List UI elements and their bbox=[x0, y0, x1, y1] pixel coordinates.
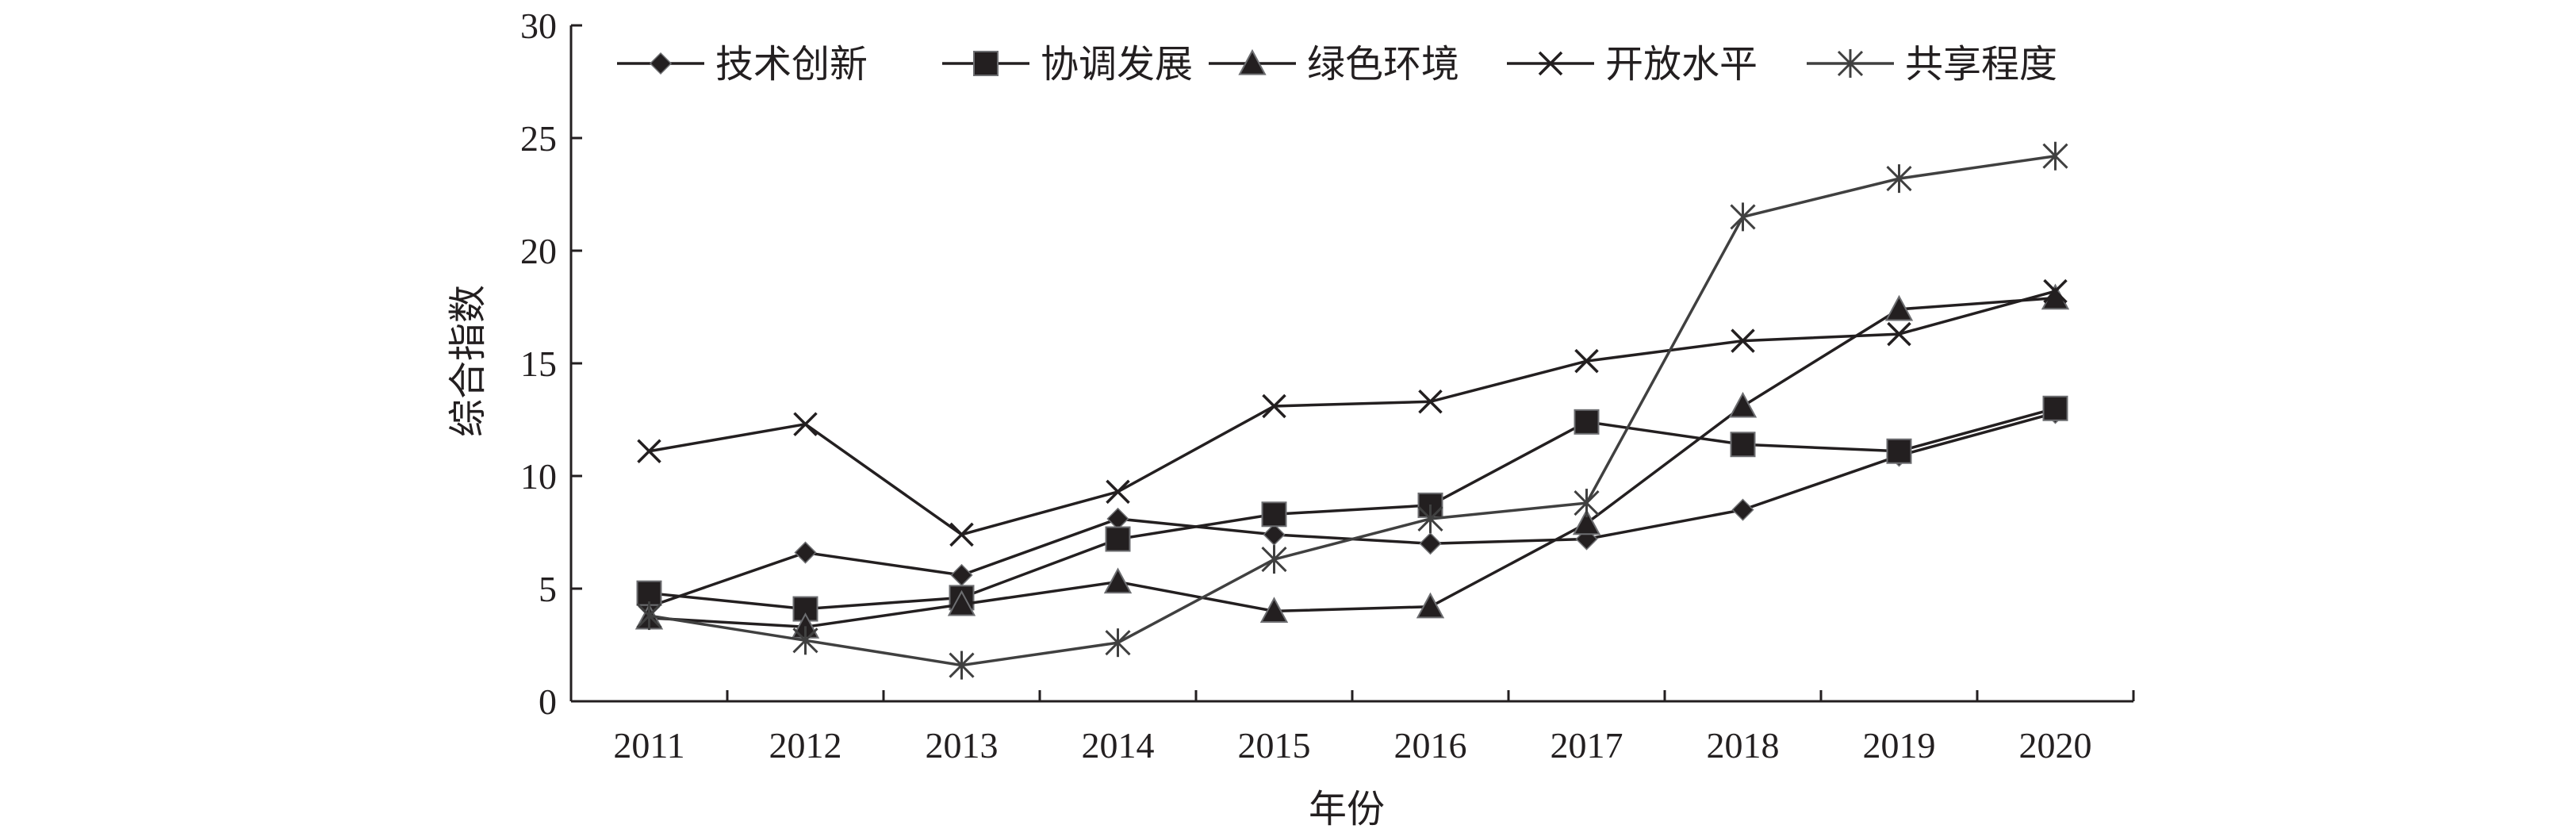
data-point bbox=[1105, 526, 1131, 552]
y-tick-label: 5 bbox=[539, 569, 557, 609]
data-point bbox=[636, 580, 662, 606]
series-line bbox=[649, 154, 2056, 667]
legend-label: 技术创新 bbox=[715, 42, 868, 86]
data-point bbox=[1728, 391, 1758, 418]
data-point bbox=[1262, 393, 1286, 419]
data-point bbox=[1419, 532, 1442, 555]
series-3 bbox=[634, 283, 2070, 639]
legend-item: 协调发展 bbox=[942, 42, 1193, 86]
data-point bbox=[1105, 628, 1131, 658]
x-tick-label: 2013 bbox=[926, 725, 999, 766]
x-tick-label: 2012 bbox=[769, 725, 842, 766]
series-line bbox=[649, 296, 2056, 629]
legend-item: 技术创新 bbox=[617, 42, 868, 86]
legend-marker bbox=[1538, 51, 1563, 76]
data-point bbox=[1884, 294, 1914, 321]
x-tick-label: 2018 bbox=[1707, 725, 1780, 766]
data-point bbox=[1418, 390, 1443, 414]
data-point bbox=[2043, 278, 2068, 304]
legend-marker bbox=[649, 52, 673, 75]
legend-item: 开放水平 bbox=[1507, 42, 1758, 86]
data-point bbox=[950, 563, 973, 587]
legend: 技术创新 协调发展 绿色环境 开放水平 共享程度 bbox=[617, 42, 2057, 86]
series-layer bbox=[634, 141, 2070, 680]
series-4 bbox=[637, 278, 2068, 547]
x-tick-label: 2014 bbox=[1082, 725, 1155, 766]
data-point bbox=[1574, 489, 1600, 518]
legend-marker bbox=[1837, 49, 1864, 78]
legend-marker bbox=[1238, 48, 1267, 75]
legend-label: 绿色环境 bbox=[1307, 42, 1459, 86]
legend-item: 绿色环境 bbox=[1209, 42, 1459, 86]
data-point bbox=[793, 412, 818, 436]
data-point bbox=[1259, 597, 1289, 623]
data-point bbox=[1731, 498, 1754, 521]
legend-marker bbox=[973, 51, 999, 76]
data-point bbox=[1417, 504, 1443, 533]
data-point bbox=[947, 589, 976, 616]
x-tick-label: 2020 bbox=[2019, 725, 2092, 766]
data-point bbox=[2042, 141, 2068, 171]
data-point bbox=[1574, 409, 1600, 435]
data-point bbox=[949, 522, 974, 547]
data-point bbox=[1574, 348, 1599, 374]
y-tick-label: 0 bbox=[539, 681, 557, 722]
data-point bbox=[1731, 328, 1755, 353]
data-point bbox=[1261, 545, 1287, 574]
x-tick-label: 2016 bbox=[1394, 725, 1467, 766]
x-tick-label: 2011 bbox=[613, 725, 684, 766]
data-point bbox=[1103, 567, 1133, 594]
data-point bbox=[1572, 509, 1601, 535]
data-point bbox=[1886, 438, 1912, 464]
series-2 bbox=[636, 395, 2068, 622]
x-axis-title: 年份 bbox=[1309, 787, 1385, 829]
series-line bbox=[649, 407, 2056, 611]
data-point bbox=[1730, 432, 1756, 458]
data-point bbox=[2042, 395, 2068, 421]
series-line bbox=[649, 290, 2056, 536]
data-point bbox=[636, 601, 662, 631]
y-tick-label: 15 bbox=[520, 343, 557, 384]
legend-label: 协调发展 bbox=[1041, 42, 1193, 86]
data-point bbox=[1887, 321, 1911, 347]
data-point bbox=[1416, 592, 1445, 619]
legend-label: 共享程度 bbox=[1905, 42, 2057, 86]
data-point bbox=[1886, 164, 1912, 194]
data-point bbox=[1106, 507, 1129, 531]
x-tick-label: 2015 bbox=[1238, 725, 1311, 766]
y-tick-label: 20 bbox=[520, 231, 557, 271]
legend-label: 开放水平 bbox=[1605, 42, 1758, 86]
y-tick-label: 25 bbox=[520, 118, 557, 159]
series-5 bbox=[636, 141, 2068, 680]
data-point bbox=[637, 439, 661, 463]
data-point bbox=[1730, 202, 1756, 232]
data-point bbox=[792, 626, 818, 655]
y-axis-title: 综合指数 bbox=[446, 285, 490, 437]
x-tick-label: 2017 bbox=[1551, 725, 1623, 766]
data-point bbox=[1106, 479, 1130, 505]
legend-item: 共享程度 bbox=[1807, 42, 2057, 86]
data-point bbox=[949, 651, 975, 680]
data-point bbox=[1263, 523, 1286, 546]
y-tick-label: 10 bbox=[520, 456, 557, 497]
plot-area: 0 5 10 15 20 25 30 2011 2012 2013 2014 2015 2016 2017… bbox=[520, 6, 2135, 766]
y-tick-label: 30 bbox=[520, 6, 557, 46]
data-point bbox=[1261, 501, 1287, 528]
x-tick-label: 2019 bbox=[1863, 725, 1936, 766]
data-point bbox=[794, 541, 817, 564]
data-point bbox=[2041, 283, 2070, 310]
